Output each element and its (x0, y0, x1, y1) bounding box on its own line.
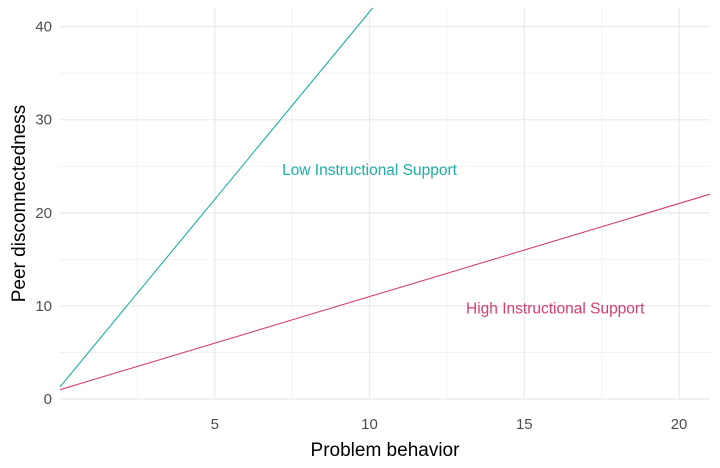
x-axis-ticks: 5 10 15 20 (211, 416, 688, 433)
y-axis-title: Peer disconnectedness (9, 105, 30, 303)
x-tick-label: 5 (211, 416, 219, 433)
y-tick-label: 30 (35, 112, 52, 129)
y-tick-label: 0 (44, 391, 52, 408)
annotation-layer: Low Instructional Support High Instructio… (282, 162, 645, 318)
x-axis-title: Problem behavior (311, 440, 461, 461)
series-line-2 (59, 193, 711, 391)
major-grid (60, 8, 710, 400)
minor-grid (60, 8, 710, 399)
annotation-label-2: High Instructional Support (466, 301, 645, 318)
y-tick-label: 10 (35, 298, 52, 315)
y-tick-label: 20 (35, 205, 52, 222)
x-tick-label: 10 (361, 416, 378, 433)
x-tick-label: 20 (671, 416, 688, 433)
series-line-1 (59, 7, 374, 388)
y-tick-label: 40 (35, 19, 52, 36)
y-axis-ticks: 0 10 20 30 40 (35, 19, 52, 408)
series-layer (59, 7, 711, 391)
annotation-label-1: Low Instructional Support (282, 162, 458, 179)
x-tick-label: 15 (516, 416, 533, 433)
